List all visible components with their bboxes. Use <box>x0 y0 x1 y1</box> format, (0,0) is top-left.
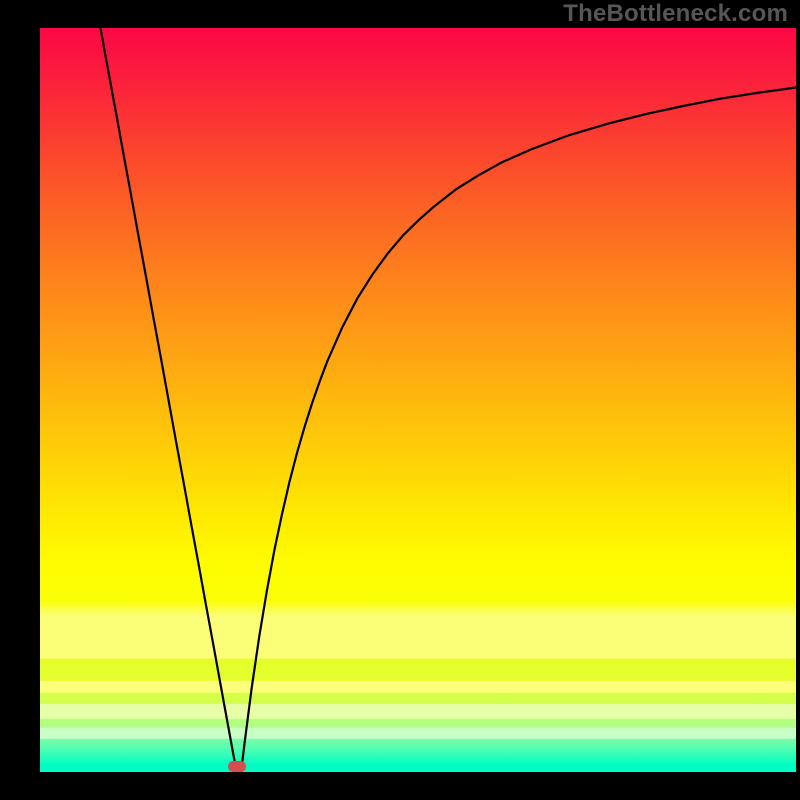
watermark-text: TheBottleneck.com <box>563 0 788 28</box>
minimum-marker <box>228 761 246 772</box>
plot-area <box>40 28 796 772</box>
chart-frame: TheBottleneck.com <box>0 0 800 800</box>
curve-path <box>100 28 796 772</box>
bottleneck-curve <box>40 28 796 772</box>
